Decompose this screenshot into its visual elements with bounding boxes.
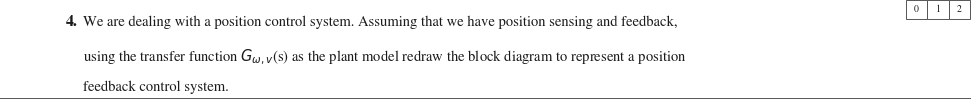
Text: 1: 1 bbox=[935, 5, 941, 14]
Bar bbox=[906, 0, 927, 19]
Text: 2: 2 bbox=[956, 5, 962, 14]
Text: 0: 0 bbox=[914, 5, 920, 14]
Bar bbox=[949, 0, 970, 19]
Text: feedback control system.: feedback control system. bbox=[83, 81, 228, 94]
Text: 4.: 4. bbox=[66, 15, 78, 29]
Text: We are dealing with a position control system. Assuming that we have position se: We are dealing with a position control s… bbox=[83, 15, 677, 29]
Text: using the transfer function $G_{\omega,v}$(s) as the plant model redraw the bloc: using the transfer function $G_{\omega,v… bbox=[83, 48, 686, 67]
Bar bbox=[927, 0, 949, 19]
